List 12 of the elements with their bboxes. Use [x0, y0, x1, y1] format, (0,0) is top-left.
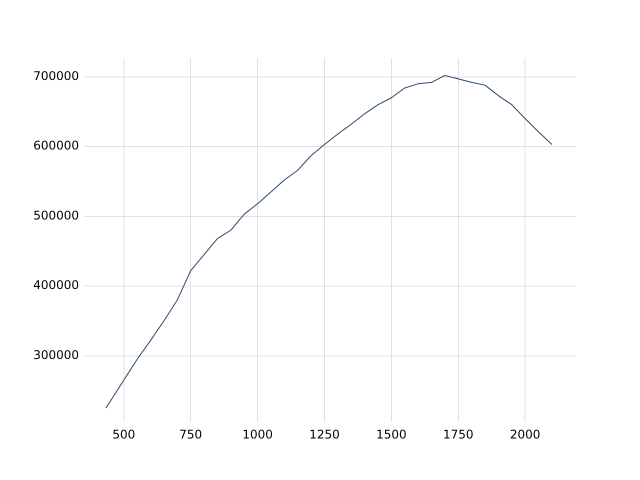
x-tick-label: 500 [112, 427, 136, 442]
x-tick-label: 1250 [309, 427, 340, 442]
x-tick-label: 1750 [442, 427, 474, 442]
y-tick-label: 300000 [33, 348, 79, 362]
x-tick-label: 750 [179, 427, 202, 442]
y-tick-label: 400000 [33, 278, 79, 292]
y-tick-label: 500000 [33, 208, 79, 222]
x-tick-label: 2000 [510, 427, 540, 442]
x-tick-label: 1500 [376, 427, 407, 442]
y-tick-label: 700000 [33, 68, 79, 83]
y-tick-label: 600000 [33, 138, 79, 153]
x-tick-label: 1000 [242, 427, 273, 442]
